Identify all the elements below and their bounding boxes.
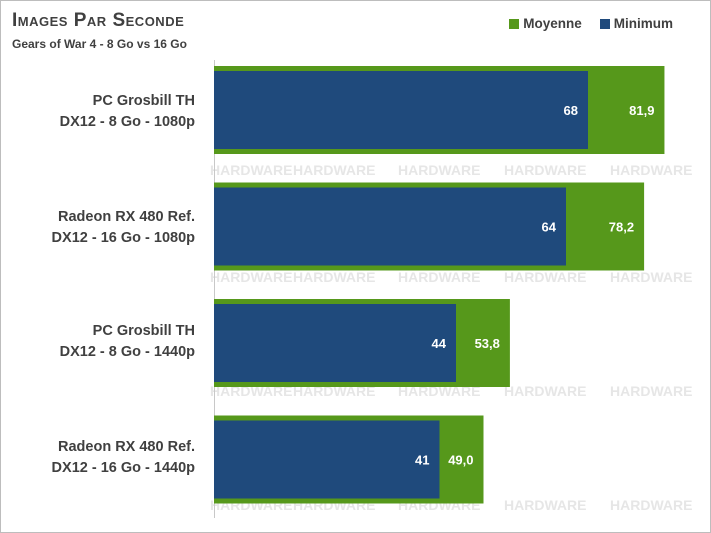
legend-label-minimum: Minimum [613, 16, 673, 31]
watermark-text: HARDWARE [210, 162, 292, 178]
watermark-text: HARDWARE [610, 269, 692, 285]
category-label-2-line2: DX12 - 16 Go - 1080p [51, 230, 195, 246]
data-label-moyenne-1: 81,9 [629, 103, 654, 118]
data-label-minimum-3: 44 [432, 336, 447, 351]
category-label-1-line2: DX12 - 8 Go - 1080p [59, 114, 195, 130]
data-label-minimum-1: 68 [564, 103, 578, 118]
watermark-text: HARDWARE [610, 497, 692, 513]
legend-swatch-moyenne [509, 18, 520, 29]
category-label-2-line1: Radeon RX 480 Ref. [58, 209, 195, 225]
chart-subtitle: Gears of War 4 - 8 Go vs 16 Go [12, 37, 187, 51]
watermark-text: HARDWARE [293, 162, 375, 178]
watermark-text: HARDWARE [210, 269, 292, 285]
chart-title: Images Par Seconde [12, 10, 185, 31]
category-label-3-line2: DX12 - 8 Go - 1440p [59, 344, 195, 360]
category-label-1-line1: PC Grosbill TH [92, 93, 195, 109]
watermark-text: HARDWARE [610, 162, 692, 178]
category-label-2: Radeon RX 480 Ref. DX12 - 16 Go - 1080p [0, 207, 195, 249]
data-label-moyenne-3: 53,8 [475, 336, 500, 351]
watermark-text: HARDWARE [293, 269, 375, 285]
data-label-moyenne-2: 78,2 [609, 220, 634, 235]
watermark-text: HARDWARE [504, 383, 586, 399]
legend-label-moyenne: Moyenne [523, 16, 582, 31]
data-label-minimum-2: 64 [542, 220, 557, 235]
watermark-text: HARDWARE [504, 497, 586, 513]
category-label-3: PC Grosbill TH DX12 - 8 Go - 1440p [0, 321, 195, 363]
bar-minimum-3 [214, 304, 456, 382]
watermark-text: HARDWARE [504, 162, 586, 178]
watermark-text: HARDWARE [610, 383, 692, 399]
bar-minimum-4 [214, 420, 440, 499]
category-label-3-line1: PC Grosbill TH [92, 323, 195, 339]
category-label-1: PC Grosbill TH DX12 - 8 Go - 1080p [0, 91, 195, 133]
watermark-text: HARDWARE [504, 269, 586, 285]
bar-minimum-1 [214, 71, 588, 149]
watermark-text: HARDWARE [398, 162, 480, 178]
category-label-4-line1: Radeon RX 480 Ref. [58, 439, 195, 455]
legend: Moyenne Minimum [509, 16, 673, 31]
legend-item-moyenne: Moyenne [509, 16, 582, 31]
legend-item-minimum: Minimum [599, 16, 673, 31]
data-label-moyenne-4: 49,0 [448, 453, 473, 468]
watermark-text: HARDWARE [398, 269, 480, 285]
bars-layer: 68 81,9 64 78,2 44 53,8 41 49,0 [214, 66, 665, 504]
legend-swatch-minimum [599, 18, 610, 29]
category-label-4: Radeon RX 480 Ref. DX12 - 16 Go - 1440p [0, 437, 195, 479]
bar-minimum-2 [214, 187, 566, 266]
category-label-4-line2: DX12 - 16 Go - 1440p [51, 460, 195, 476]
data-label-minimum-4: 41 [415, 453, 429, 468]
